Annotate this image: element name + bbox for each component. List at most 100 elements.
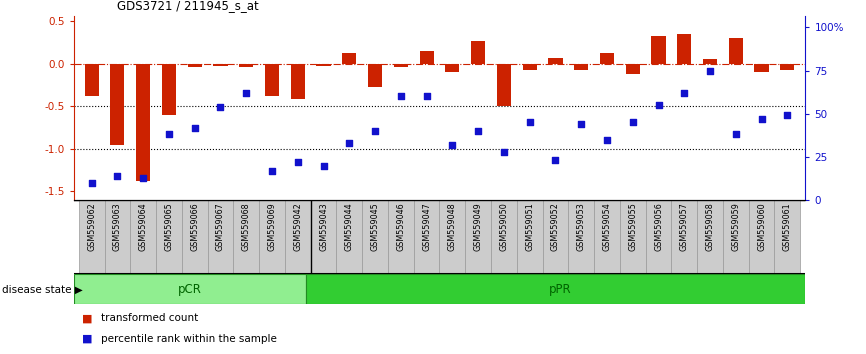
Point [497,149,511,155]
Point [574,121,588,127]
Bar [625,64,640,74]
Text: GSM559053: GSM559053 [577,202,585,251]
Bar [74,274,306,304]
Text: ■: ■ [82,313,96,323]
Bar [362,200,388,274]
Text: GSM559049: GSM559049 [474,202,482,251]
Bar [285,200,311,274]
Point [394,94,408,99]
Text: pCR: pCR [178,283,202,296]
Bar [130,200,156,274]
Point [111,173,125,179]
Text: GSM559065: GSM559065 [165,202,173,251]
Text: GSM559042: GSM559042 [294,202,302,251]
Text: GSM559062: GSM559062 [87,202,96,251]
Bar [754,64,769,72]
Text: GSM559068: GSM559068 [242,202,251,251]
Bar [749,200,774,274]
Bar [723,200,749,274]
Bar [646,200,671,274]
Bar [265,64,279,96]
Text: GSM559054: GSM559054 [603,202,611,251]
Bar [136,64,151,181]
Bar [780,64,794,70]
Point [188,125,202,130]
Text: GSM559069: GSM559069 [268,202,276,251]
Point [317,163,331,169]
Point [729,132,743,137]
Bar [620,200,646,274]
Bar [491,200,517,274]
Bar [774,200,800,274]
Bar [414,200,439,274]
Bar [548,58,563,64]
Bar [208,200,233,274]
Bar [388,200,414,274]
Bar [239,64,254,67]
Bar [306,274,805,304]
Point [420,94,434,99]
Text: GSM559059: GSM559059 [731,202,740,251]
Bar [568,200,594,274]
Text: percentile rank within the sample: percentile rank within the sample [101,334,277,344]
Bar [600,53,614,64]
Bar [465,200,491,274]
Bar [677,34,691,64]
Point [214,104,228,110]
Bar [517,200,543,274]
Text: GSM559058: GSM559058 [706,202,714,251]
Point [677,90,691,96]
Text: GSM559060: GSM559060 [757,202,766,251]
Bar [110,64,125,145]
Text: GSM559044: GSM559044 [345,202,354,251]
Bar [188,64,202,67]
Bar [522,64,537,70]
Point [523,120,537,125]
Bar [342,53,357,64]
Bar [439,200,465,274]
Text: GDS3721 / 211945_s_at: GDS3721 / 211945_s_at [117,0,259,12]
Text: GSM559066: GSM559066 [191,202,199,251]
Text: GSM559045: GSM559045 [371,202,379,251]
Bar [316,64,331,66]
Point [703,68,717,73]
Bar [182,200,208,274]
Bar [543,200,568,274]
Point [445,142,459,148]
Bar [368,64,382,87]
Bar [394,64,408,67]
Bar [233,200,259,274]
Text: GSM559064: GSM559064 [139,202,148,251]
Bar [594,200,620,274]
Text: ■: ■ [82,334,96,344]
Point [780,113,794,118]
Bar [156,200,182,274]
Text: GSM559048: GSM559048 [448,202,457,251]
Bar [419,51,434,64]
Bar [311,200,336,274]
Point [651,102,665,108]
Text: GSM559046: GSM559046 [397,202,405,251]
Point [368,128,382,134]
Bar [259,200,285,274]
Text: GSM559047: GSM559047 [422,202,431,251]
Text: GSM559063: GSM559063 [113,202,122,251]
Text: disease state ▶: disease state ▶ [2,284,82,295]
Bar [336,200,362,274]
Point [85,180,99,185]
Text: GSM559050: GSM559050 [500,202,508,251]
Bar [445,64,460,72]
Bar [291,64,305,99]
Text: GSM559051: GSM559051 [525,202,534,251]
Point [754,116,768,122]
Point [162,132,176,137]
Bar [671,200,697,274]
Point [471,128,485,134]
Bar [213,64,228,66]
Bar [574,64,588,70]
Bar [79,200,105,274]
Point [136,175,150,181]
Point [239,90,253,96]
Bar [162,64,176,115]
Text: GSM559056: GSM559056 [654,202,663,251]
